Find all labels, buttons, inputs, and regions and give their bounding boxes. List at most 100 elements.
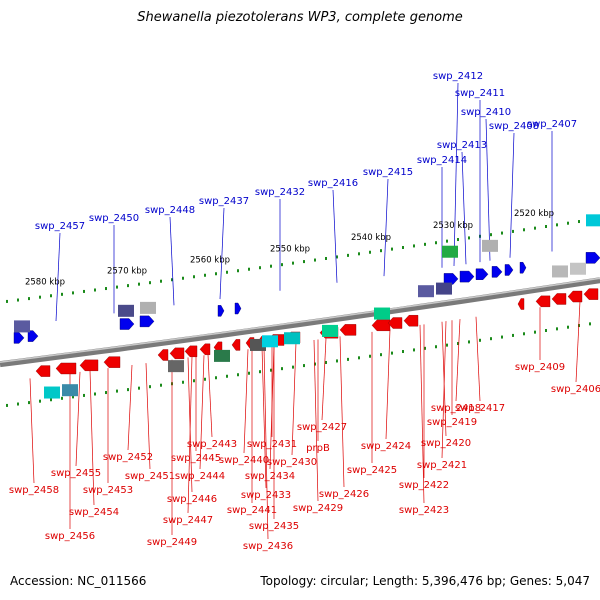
reverse-gene-label: swp_2419: [427, 417, 477, 428]
label-leader-line: [461, 151, 467, 265]
reverse-gene-arrow: [339, 324, 357, 336]
reverse-gene-label: swp_2426: [319, 489, 369, 500]
reverse-gene-label: swp_2453: [83, 485, 133, 496]
label-leader-line: [187, 357, 193, 493]
reverse-gene-label: swp_2434: [245, 471, 295, 482]
reverse-gene-label: swp_2443: [187, 439, 237, 450]
reverse-gene-arrow: [567, 290, 583, 303]
inner-ring-tick: [446, 343, 448, 347]
inner-ring-tick: [314, 362, 316, 366]
leader-layer: [29, 82, 581, 540]
outer-ring-tick: [413, 244, 415, 248]
reverse-gene-label: swp_2447: [163, 515, 213, 526]
scale-label: 2580 kbp: [25, 277, 65, 287]
accession-text: Accession: NC_011566: [10, 574, 147, 588]
reverse-gene-label: prpB: [306, 443, 330, 454]
gene-feature-box: [62, 384, 78, 397]
reverse-gene-arrow: [199, 343, 211, 355]
reverse-gene-arrow: [517, 298, 525, 310]
label-leader-line: [29, 378, 35, 484]
inner-ring-tick: [336, 359, 338, 363]
inner-ring-tick: [270, 368, 272, 372]
reverse-gene-arrow: [169, 347, 185, 360]
outer-ring-tick: [83, 289, 85, 293]
forward-gene-label: swp_2414: [417, 155, 467, 166]
reverse-gene-label: swp_2421: [417, 460, 467, 471]
outer-ring-tick: [435, 241, 437, 245]
gene-feature-box: [436, 282, 452, 295]
inner-ring-tick: [160, 383, 162, 387]
forward-gene-label: swp_2411: [455, 88, 505, 99]
outer-ring-tick: [50, 294, 52, 298]
gene-feature-box: [262, 335, 278, 348]
forward-gene-label: swp_2416: [308, 178, 358, 189]
reverse-gene-label: swp_2449: [147, 537, 197, 548]
forward-gene-arrow: [217, 305, 225, 317]
reverse-gene-arrow: [55, 362, 77, 375]
forward-gene-arrow: [491, 266, 503, 278]
inner-ring-tick: [28, 401, 30, 405]
genome-summary-text: Topology: circular; Length: 5,396,476 bp…: [260, 574, 590, 588]
outer-ring-tick: [171, 278, 173, 282]
label-leader-line: [261, 347, 267, 489]
inner-ring-tick: [39, 399, 41, 403]
outer-ring-tick: [534, 226, 536, 230]
outer-ring-tick: [391, 247, 393, 251]
forward-gene-arrow: [119, 318, 135, 330]
gene-feature-box: [140, 301, 156, 314]
label-leader-line: [441, 321, 447, 459]
reverse-gene-label: swp_2446: [167, 494, 217, 505]
inner-ring-tick: [567, 325, 569, 329]
reverse-gene-label: swp_2436: [243, 541, 293, 552]
outer-ring-tick: [578, 220, 580, 224]
outer-ring-tick: [490, 233, 492, 237]
outer-ring-tick: [501, 231, 503, 235]
inner-ring-tick: [193, 379, 195, 383]
outer-ring-tick: [204, 273, 206, 277]
inner-ring-tick: [182, 380, 184, 384]
label-leader-line: [385, 329, 391, 440]
label-leader-line: [475, 316, 481, 402]
outer-ring-tick: [446, 239, 448, 243]
outer-ring-tick: [380, 249, 382, 253]
inner-ring-tick: [50, 398, 52, 402]
label-leader-line: [339, 336, 345, 488]
label-leader-line: [575, 301, 581, 383]
gene-feature-box: [14, 320, 30, 333]
inner-ring-tick: [523, 332, 525, 336]
inner-ring-tick: [424, 346, 426, 350]
forward-gene-label: swp_2448: [145, 205, 195, 216]
forward-gene-arrow: [234, 302, 242, 315]
outer-ring-tick: [160, 279, 162, 283]
tick-layer: [6, 218, 591, 407]
outer-ring-tick: [28, 297, 30, 301]
outer-ring-tick: [182, 276, 184, 280]
label-leader-line: [263, 347, 269, 540]
outer-ring-tick: [215, 272, 217, 276]
outer-ring-tick: [17, 298, 19, 302]
inner-ring-tick: [303, 364, 305, 368]
gene-feature-box: [442, 245, 458, 258]
label-leader-line: [509, 132, 515, 258]
label-leader-line: [291, 342, 297, 456]
outer-ring-tick: [281, 263, 283, 267]
reverse-gene-arrow: [157, 349, 169, 361]
label-leader-line: [321, 338, 327, 421]
label-leader-line: [199, 355, 205, 470]
forward-gene-arrow: [504, 264, 514, 276]
inner-ring-tick: [358, 356, 360, 360]
gene-feature-box: [586, 214, 600, 227]
outer-ring-tick: [259, 266, 261, 270]
outer-ring-tick: [523, 228, 525, 232]
forward-gene-label: swp_2457: [35, 221, 85, 232]
label-leader-line: [55, 232, 61, 321]
inner-ring-tick: [402, 350, 404, 354]
scale-label: 2570 kbp: [107, 267, 147, 277]
label-leader-line: [75, 371, 81, 467]
inner-ring-tick: [72, 395, 74, 399]
label-leader-line: [145, 363, 151, 470]
label-leader-line: [207, 354, 213, 438]
gene-feature-box: [322, 324, 338, 337]
outer-ring-tick: [314, 258, 316, 262]
outer-ring-tick: [94, 288, 96, 292]
